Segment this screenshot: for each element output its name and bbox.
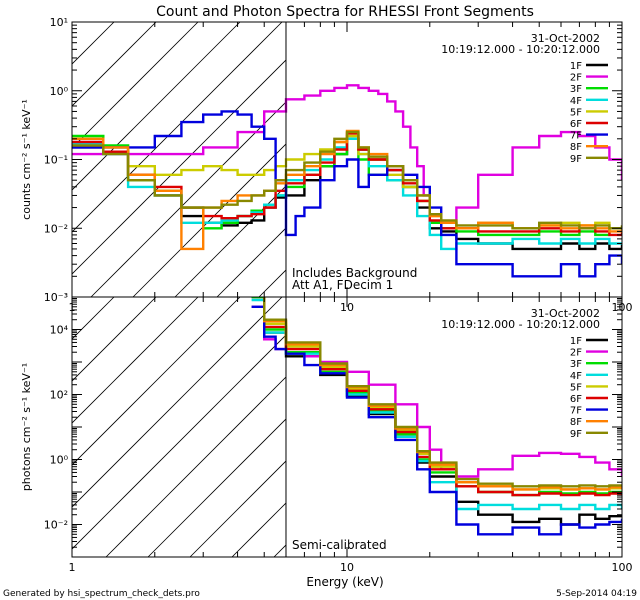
legend-label-5F: 5F xyxy=(570,382,582,393)
y-tick-label: 10⁻¹ xyxy=(44,154,68,167)
hatch-line xyxy=(174,185,286,297)
hatch-line xyxy=(72,22,241,191)
hatch-line xyxy=(72,59,286,275)
legend-label-1F: 1F xyxy=(570,61,582,72)
hatch-region xyxy=(72,297,576,557)
y-axis-label: photons cm⁻² s⁻¹ keV⁻¹ xyxy=(20,363,33,491)
legend-label-3F: 3F xyxy=(570,84,582,95)
series-group xyxy=(72,84,622,278)
series-line-2F xyxy=(251,305,622,478)
figure-title: Count and Photon Spectra for RHESSI Fron… xyxy=(156,4,534,20)
legend-label-2F: 2F xyxy=(570,73,582,84)
hatch-line xyxy=(105,376,286,557)
series-line-9F xyxy=(263,297,622,488)
y-tick-label: 10⁰ xyxy=(50,454,69,467)
hatch-region xyxy=(72,22,640,297)
legend-label-9F: 9F xyxy=(570,154,582,165)
hatch-line xyxy=(189,460,286,557)
x-tick-label: 1 xyxy=(69,561,76,574)
x-tick-label: 10 xyxy=(340,301,354,314)
hatch-line xyxy=(72,22,283,233)
x-tick-label: 10 xyxy=(340,561,354,574)
x-axis-label: Energy (keV) xyxy=(306,575,383,589)
legend-label-4F: 4F xyxy=(570,371,582,382)
panel-time-range: 10:19:12.000 - 10:20:12.000 xyxy=(441,318,600,331)
legend-label-9F: 9F xyxy=(570,429,582,440)
y-tick-label: 10² xyxy=(50,389,68,402)
y-tick-label: 10¹ xyxy=(50,16,68,29)
hatch-line xyxy=(553,22,640,297)
y-axis-label: counts cm⁻² s⁻¹ keV⁻¹ xyxy=(20,99,33,220)
hatch-line xyxy=(231,502,286,557)
panel-annotation: Semi-calibrated xyxy=(292,538,387,552)
hatch-line xyxy=(72,297,157,382)
series-group xyxy=(251,297,622,536)
series-line-7F xyxy=(72,110,622,278)
hatch-line xyxy=(72,334,286,550)
y-tick-label: 10⁴ xyxy=(50,324,69,337)
legend-label-7F: 7F xyxy=(570,406,582,417)
legend-label-6F: 6F xyxy=(570,119,582,130)
hatch-line xyxy=(301,22,576,297)
hatch-line xyxy=(72,297,199,424)
hatch-line xyxy=(72,297,241,466)
legend-label-8F: 8F xyxy=(570,142,582,153)
hatch-line xyxy=(132,143,286,297)
photon-spectrum-panel: 1 10 100 10⁻² 10⁰ 10² 10⁴ photons cm⁻² s⁻¹ keV⁻… xyxy=(20,296,633,574)
legend-label-5F: 5F xyxy=(570,107,582,118)
series-line-2F xyxy=(72,84,622,230)
legend-label-2F: 2F xyxy=(570,348,582,359)
footer-timestamp: 5-Sep-2014 04:19 xyxy=(556,589,637,599)
hatch-line xyxy=(72,297,283,508)
panel-time-range: 10:19:12.000 - 10:20:12.000 xyxy=(441,43,600,56)
legend-label-1F: 1F xyxy=(570,336,582,347)
footer-generated: Generated by hsi_spectrum_check_dets.pro xyxy=(3,589,200,599)
legend-label-6F: 6F xyxy=(570,394,582,405)
legend-label-3F: 3F xyxy=(570,359,582,370)
series-line-9F xyxy=(72,130,622,230)
hatch-line xyxy=(427,22,640,297)
hatch-line xyxy=(216,227,286,297)
x-tick-label: 100 xyxy=(612,561,633,574)
y-tick-label: 10⁻³ xyxy=(44,291,68,304)
y-tick-label: 10⁰ xyxy=(50,85,69,98)
series-line-4F xyxy=(72,137,622,251)
y-tick-label: 10⁻² xyxy=(44,519,68,532)
panel-annotation: Includes Background xyxy=(292,266,417,280)
hatch-line xyxy=(90,101,286,297)
y-tick-label: 10⁻² xyxy=(44,222,68,235)
series-line-7F xyxy=(251,305,622,536)
legend-label-4F: 4F xyxy=(570,96,582,107)
hatch-line xyxy=(316,297,576,557)
panel-annotation: Att A1, FDecim 1 xyxy=(292,278,393,292)
legend-label-8F: 8F xyxy=(570,417,582,428)
hatch-line xyxy=(72,22,199,149)
panel-date: 31-Oct-2002 xyxy=(531,32,600,45)
panel-date: 31-Oct-2002 xyxy=(531,307,600,320)
legend-label-7F: 7F xyxy=(570,131,582,142)
hatch-line xyxy=(147,418,286,557)
hatch-line xyxy=(72,22,157,107)
